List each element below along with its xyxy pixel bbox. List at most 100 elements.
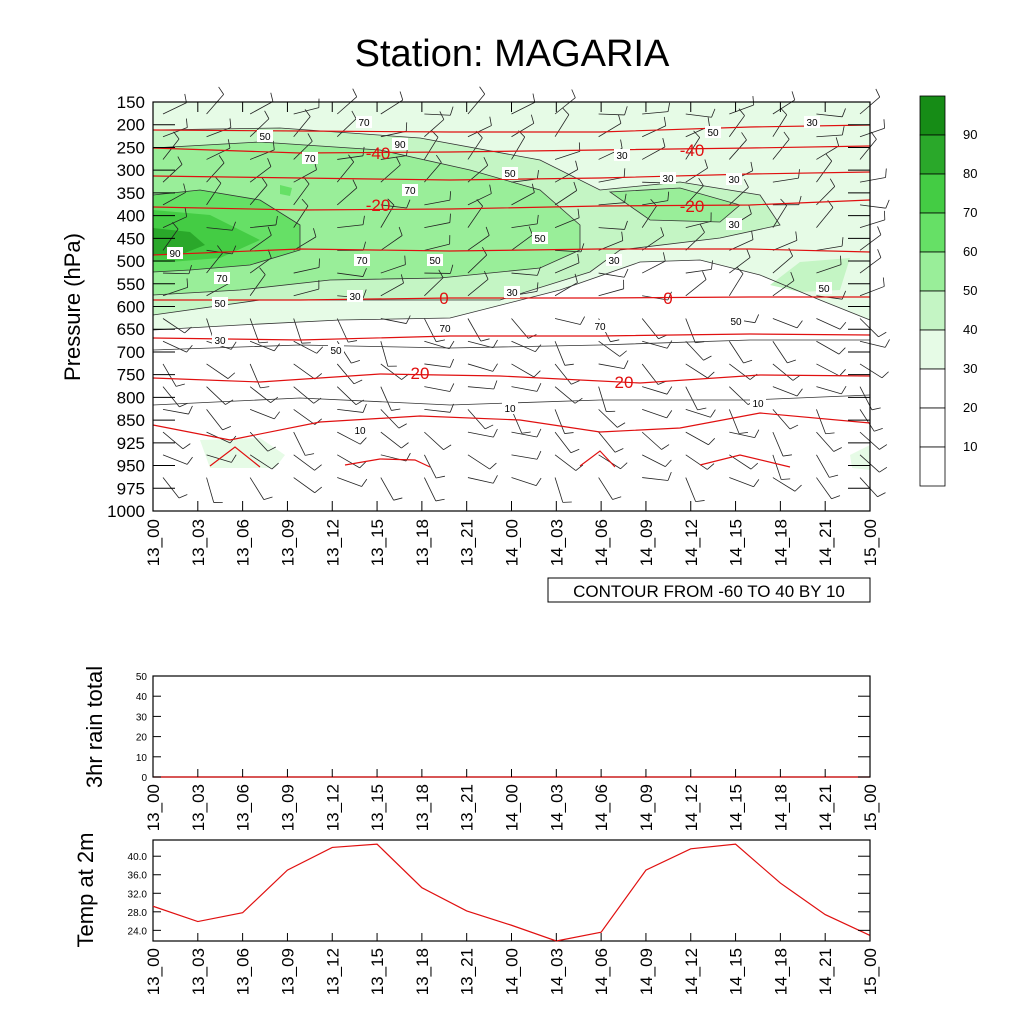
wind-barb — [554, 363, 572, 385]
wind-barb — [249, 454, 273, 470]
wind-barb — [249, 166, 272, 183]
wind-barb — [249, 118, 270, 138]
wind-barb — [293, 363, 316, 380]
colorbar-box — [919, 134, 946, 175]
wind-barb-flag — [479, 86, 486, 95]
humidity-contour-label: 30 — [506, 288, 518, 299]
wind-barb — [554, 431, 572, 453]
wind-barb-flag — [878, 331, 887, 338]
wind-barb-flag — [273, 411, 280, 420]
wind-barb — [816, 340, 840, 355]
humidity-label-bg — [660, 172, 676, 184]
wind-barb-flag — [362, 403, 367, 413]
wind-barb-flag — [184, 207, 188, 217]
x-tick-label: 13_06 — [234, 784, 253, 831]
wind-barb — [293, 409, 316, 425]
x-tick-label: 15_00 — [861, 519, 880, 566]
humidity-label-bg — [212, 334, 228, 346]
wind-barb-flag — [624, 106, 628, 116]
wind-barb — [467, 235, 490, 251]
humidity-contour-label: 50 — [730, 317, 742, 328]
humidity-label-bg — [504, 286, 520, 298]
wind-barb-flag — [314, 418, 323, 425]
rain-y-axis-label: 3hr rain total — [82, 666, 107, 788]
wind-barb-flag — [883, 119, 885, 129]
wind-barb — [641, 431, 662, 450]
wind-barb-flag — [623, 268, 629, 278]
wind-barb-flag — [624, 220, 628, 230]
colorbar-label: 20 — [963, 400, 977, 415]
rain-y-axis: 0 10 20 30 40 50 — [136, 672, 870, 784]
humidity-contour-label: 70 — [594, 322, 606, 333]
wind-barb-flag — [493, 380, 498, 390]
wind-barb — [772, 318, 798, 329]
wind-barb-flag — [562, 107, 570, 115]
wind-barb-flag — [874, 428, 883, 432]
wind-barb — [380, 235, 403, 251]
wind-barb — [337, 454, 360, 469]
x-tick-label: 14_18 — [771, 784, 790, 831]
wind-barb-flag — [829, 474, 839, 478]
wind-barb-flag — [218, 155, 225, 164]
humidity-label-bg — [502, 167, 518, 179]
wind-barb-flag — [536, 214, 539, 224]
wind-barb-flag — [449, 383, 455, 392]
humidity-label-bg — [352, 424, 368, 436]
wind-barb — [424, 408, 451, 413]
wind-barb-flag — [666, 386, 673, 395]
wind-barb-flag — [230, 341, 237, 350]
y-tick-label: 36.0 — [128, 871, 148, 882]
wind-barb — [816, 477, 832, 499]
y-tick-label: 925 — [117, 434, 145, 453]
wind-barb — [642, 125, 666, 138]
x-tick-label: 13_18 — [413, 784, 432, 831]
colorbar-box — [919, 368, 946, 409]
wind-barb — [642, 409, 667, 419]
wind-barb-flag — [476, 199, 483, 207]
wind-barb-flag — [564, 432, 574, 434]
temperature-contour — [152, 373, 871, 384]
colorbar-labels: 90 80 70 60 50 40 30 20 10 — [963, 127, 977, 454]
wind-barb-flag — [704, 159, 708, 169]
wind-barb — [685, 409, 711, 418]
wind-barb-flag — [877, 249, 882, 258]
wind-barb-flag — [870, 131, 877, 140]
wind-barb-flag — [259, 267, 266, 275]
x-tick-label: 14_00 — [503, 784, 522, 831]
wind-barb-flag — [795, 231, 798, 241]
wind-barb-flag — [485, 226, 490, 236]
wind-barb-flag — [610, 339, 620, 343]
x-tick-label: 13_00 — [144, 519, 163, 566]
wind-barb-flag — [620, 139, 623, 149]
wind-barb-flag — [882, 277, 885, 287]
y-tick-label: 20 — [136, 733, 148, 744]
humidity-contour-label: 10 — [504, 404, 516, 415]
wind-barb-flag — [483, 157, 489, 166]
wind-barb-flag — [314, 464, 322, 471]
wind-barb-flag — [738, 432, 749, 434]
wind-barb — [162, 408, 189, 415]
x-tick-label: 14_15 — [727, 948, 746, 995]
humidity-contour-label: 90 — [394, 140, 406, 151]
humidity-contour-label: 30 — [349, 292, 361, 303]
wind-barb — [467, 279, 489, 297]
wind-barb — [511, 363, 535, 378]
wind-barb-flag — [172, 221, 179, 230]
wind-barb — [816, 145, 839, 160]
humidity-label-bg — [606, 254, 622, 266]
wind-barb — [641, 363, 659, 385]
wind-barb-flag — [750, 161, 754, 171]
wind-barb-flag — [703, 355, 712, 361]
wind-barb — [816, 431, 835, 452]
wind-barb-flag — [614, 448, 624, 453]
wind-barb — [293, 477, 316, 494]
wind-barb — [206, 182, 222, 206]
wind-barb-flag — [711, 108, 716, 118]
wind-barb-flag — [399, 91, 404, 101]
wind-barb — [424, 119, 445, 138]
temperature-contour — [209, 446, 261, 468]
colorbar-label: 70 — [963, 205, 977, 220]
wind-barb-flag — [698, 177, 704, 187]
wind-barb — [380, 341, 389, 367]
wind-barb-flag — [754, 314, 760, 323]
